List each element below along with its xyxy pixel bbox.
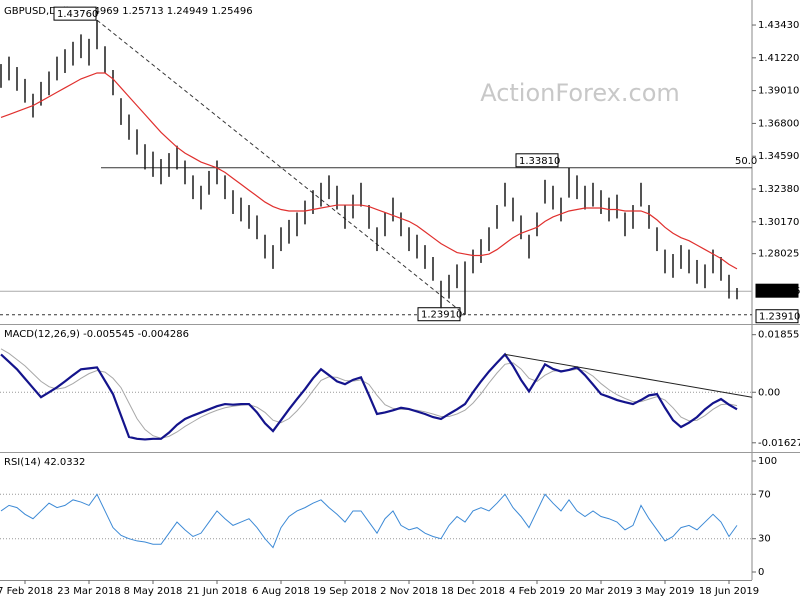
y-tick-label: 1.30170 [758,217,799,228]
label-box [755,283,799,298]
y-tick-label: 30 [758,534,771,545]
x-tick-label: 8 May 2018 [124,586,183,597]
label-box [755,309,799,324]
fib-label: 50.0 [735,156,757,167]
y-tick-label: 1.36800 [758,118,799,129]
label-box [417,307,461,322]
y-tick-label: 0.00 [758,387,780,398]
moving-average [0,72,738,270]
y-tick-label: 0 [758,567,764,578]
x-tick-label: 2 Nov 2018 [380,586,438,597]
rsi-line [0,493,738,549]
x-tick-label: 3 May 2019 [636,586,695,597]
x-tick-label: 6 Aug 2018 [252,586,310,597]
y-tick-label: -0.016279 [758,438,800,449]
macd-line [0,352,738,441]
y-tick-label: 1.34590 [758,151,799,162]
watermark: ActionForex.com [480,79,680,107]
label-box [515,153,559,168]
x-tick-label: 4 Feb 2019 [509,586,565,597]
signal-line [0,348,738,439]
y-tick-label: 1.32380 [758,184,799,195]
x-tick-label: 18 Jun 2019 [699,586,759,597]
y-tick-label: 1.28025 [758,249,799,260]
x-tick-label: 18 Dec 2018 [441,586,505,597]
y-tick-label: 1.43430 [758,20,799,31]
panel-title: GBPUSD,Daily 1.24969 1.25713 1.24949 1.2… [4,6,253,17]
trend-line [504,353,753,398]
panel-title: MACD(12,26,9) -0.005545 -0.004286 [4,329,189,340]
level-label: 1.33810 [519,156,560,167]
y-tick-label: 1.39010 [758,86,799,97]
x-tick-label: 7 Feb 2018 [0,586,53,597]
x-tick-label: 21 Jun 2018 [187,586,247,597]
x-tick-label: 23 Mar 2018 [57,586,120,597]
y-tick-label: 0.018551 [758,330,800,341]
level-label: 1.23910 [759,312,800,323]
trend-line [96,19,466,316]
y-tick-label: 1.41220 [758,53,799,64]
panel-title: RSI(14) 42.0332 [4,457,85,468]
x-tick-label: 19 Sep 2018 [313,586,376,597]
label-box [53,6,97,21]
x-tick-label: 20 Mar 2019 [569,586,632,597]
level-label: 1.43760 [57,9,98,20]
level-label: 1.23910 [421,310,462,321]
level-label: 1.25496 [759,286,800,297]
y-tick-label: 100 [758,456,777,467]
y-tick-label: 70 [758,489,771,500]
